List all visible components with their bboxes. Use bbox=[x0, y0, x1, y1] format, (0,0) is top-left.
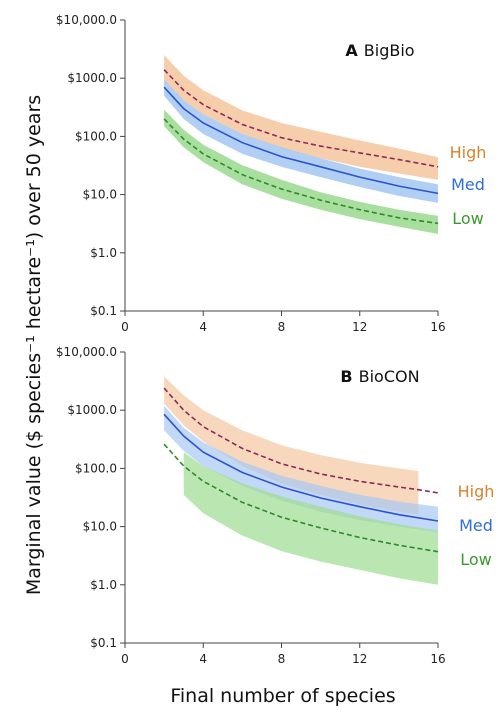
band-low bbox=[183, 452, 438, 585]
panel-name: BioCON bbox=[359, 367, 420, 386]
x-tick-label: 0 bbox=[121, 320, 129, 334]
panel-title: B BioCON bbox=[340, 367, 419, 386]
y-tick-label: $100.0 bbox=[75, 129, 117, 143]
x-tick-label: 0 bbox=[121, 652, 129, 666]
x-tick-label: 16 bbox=[430, 652, 445, 666]
line-med bbox=[163, 413, 439, 522]
x-tick-label: 12 bbox=[352, 320, 367, 334]
panel-a: $0.1 $1.0 $10.0 $100.0 $1000.0 $10,000.0 0 4 8 12… bbox=[56, 13, 486, 334]
series-label-low: Low bbox=[460, 550, 492, 569]
band-high bbox=[164, 55, 438, 180]
y-tick-label: $100.0 bbox=[75, 461, 117, 475]
y-tick-label: $0.1 bbox=[90, 304, 117, 318]
band-med bbox=[164, 79, 438, 203]
panel-name: BigBio bbox=[364, 41, 415, 60]
x-tick-label: 4 bbox=[199, 320, 207, 334]
y-tick-label: $10.0 bbox=[83, 520, 117, 534]
panel-b: $0.1 $1.0 $10.0 $100.0 $1000.0 $10,000.0 0 4 8 12… bbox=[56, 345, 494, 666]
y-tick-label: $1000.0 bbox=[67, 71, 117, 85]
y-tick-label: $10,000.0 bbox=[56, 13, 117, 27]
panel-letter: A bbox=[345, 41, 358, 60]
y-tick-label: $10.0 bbox=[83, 188, 117, 202]
series-label-med: Med bbox=[451, 175, 485, 194]
line-low bbox=[163, 118, 439, 225]
line-high bbox=[163, 387, 439, 494]
series-label-high: High bbox=[458, 482, 495, 501]
panel-title: A BigBio bbox=[345, 41, 414, 60]
y-tick-label: $0.1 bbox=[90, 636, 117, 650]
y-axis-label: Marginal value ($ species⁻¹ hectare⁻¹) o… bbox=[23, 95, 45, 595]
x-tick-label: 4 bbox=[199, 652, 207, 666]
band-low bbox=[164, 109, 438, 234]
band-med bbox=[164, 405, 438, 533]
line-high bbox=[163, 69, 439, 168]
series-label-low: Low bbox=[452, 209, 484, 228]
y-tick-label: $1000.0 bbox=[67, 403, 117, 417]
x-tick-label: 12 bbox=[352, 652, 367, 666]
x-tick-label: 8 bbox=[278, 320, 286, 334]
y-tick-label: $1.0 bbox=[90, 246, 117, 260]
line-low bbox=[163, 443, 439, 553]
y-tick-label: $1.0 bbox=[90, 578, 117, 592]
panel-letter: B bbox=[340, 367, 352, 386]
x-axis-label: Final number of species bbox=[170, 685, 395, 707]
series-label-med: Med bbox=[459, 516, 493, 535]
x-tick-label: 8 bbox=[278, 652, 286, 666]
y-tick-label: $10,000.0 bbox=[56, 345, 117, 359]
series-label-high: High bbox=[450, 143, 487, 162]
line-med bbox=[163, 86, 439, 195]
x-tick-label: 16 bbox=[430, 320, 445, 334]
